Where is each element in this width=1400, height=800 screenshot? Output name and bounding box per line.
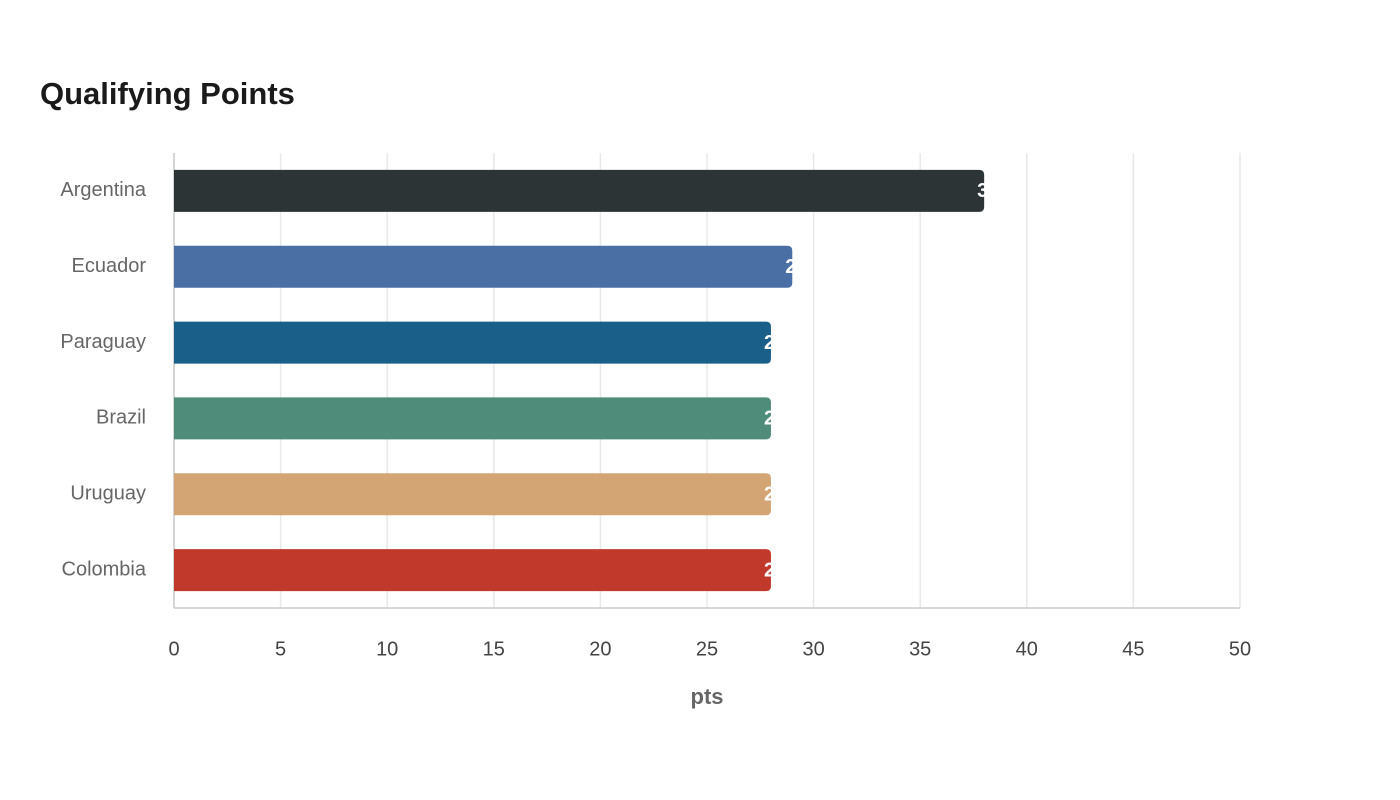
bar bbox=[174, 397, 771, 440]
value-label: 38 bbox=[977, 180, 999, 202]
chart-title: Qualifying Points bbox=[40, 76, 295, 111]
y-tick-label: Colombia bbox=[62, 558, 147, 580]
y-tick-label: Brazil bbox=[96, 407, 146, 429]
bar bbox=[174, 473, 771, 516]
x-axis-label: pts bbox=[691, 684, 724, 709]
y-tick-label: Paraguay bbox=[60, 331, 146, 353]
bar bbox=[174, 169, 985, 212]
x-tick-label: 0 bbox=[168, 638, 179, 660]
y-tick-label: Argentina bbox=[60, 179, 146, 201]
x-tick-label: 15 bbox=[483, 638, 505, 660]
x-tick-label: 35 bbox=[909, 638, 931, 660]
value-label: 28 bbox=[764, 408, 786, 430]
x-tick-label: 40 bbox=[1016, 638, 1038, 660]
value-label: 29 bbox=[785, 256, 807, 278]
x-tick-label: 10 bbox=[376, 638, 398, 660]
value-label: 28 bbox=[764, 559, 786, 581]
value-label: 28 bbox=[764, 332, 786, 354]
x-tick-label: 5 bbox=[275, 638, 286, 660]
bar bbox=[174, 321, 771, 364]
value-label: 28 bbox=[764, 484, 786, 506]
bar bbox=[174, 549, 771, 592]
bar bbox=[174, 245, 793, 288]
x-tick-label: 45 bbox=[1122, 638, 1144, 660]
x-tick-label: 20 bbox=[589, 638, 611, 660]
y-tick-label: Ecuador bbox=[72, 255, 147, 277]
y-tick-label: Uruguay bbox=[70, 483, 146, 505]
x-tick-label: 50 bbox=[1229, 638, 1251, 660]
x-tick-label: 25 bbox=[696, 638, 718, 660]
x-tick-label: 30 bbox=[802, 638, 824, 660]
